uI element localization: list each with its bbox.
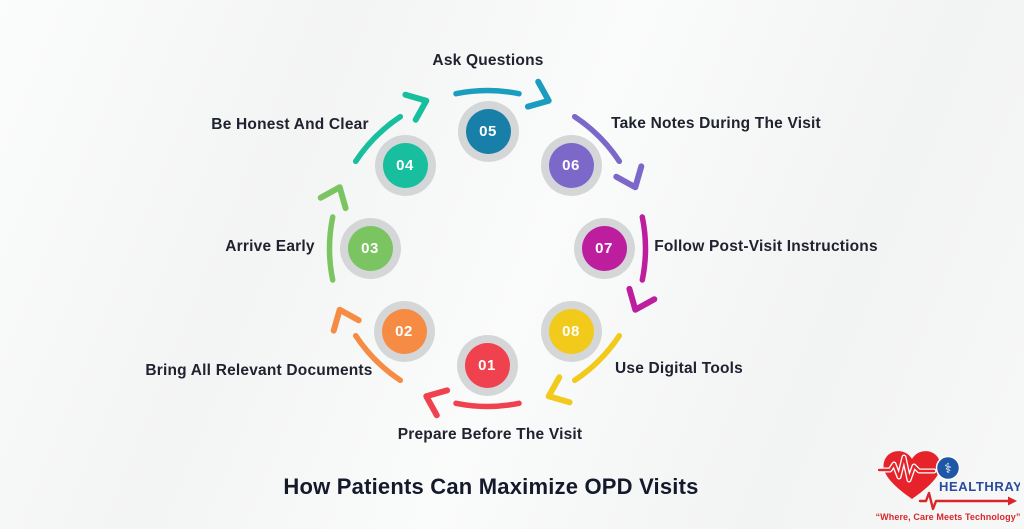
step-circle-fill: 06 — [548, 142, 594, 188]
brand-ekg-arrow — [918, 491, 1011, 511]
flow-arc-07 — [639, 214, 649, 283]
flow-arc-03 — [326, 214, 336, 283]
flow-chevron-01 — [423, 387, 451, 419]
step-circle-fill: 02 — [381, 308, 427, 354]
flow-arc-05 — [453, 87, 522, 97]
step-circle-fill: 01 — [464, 342, 510, 388]
step-circle-01: 01 — [456, 334, 518, 396]
step-circle-08: 08 — [540, 300, 602, 362]
flow-chevron-07 — [626, 285, 658, 313]
flow-arc-04 — [352, 113, 404, 165]
flow-arc-02 — [352, 332, 404, 384]
step-label-05: Ask Questions — [432, 52, 544, 69]
flow-chevron-05 — [524, 78, 552, 110]
logo-graphic: ⚕ HEALTHRAY “Where, Care Meets Technolog… — [876, 451, 1020, 522]
step-number: 04 — [396, 156, 414, 174]
step-label-04: Be Honest And Clear — [211, 116, 369, 133]
step-label-01: Prepare Before The Visit — [397, 426, 583, 443]
step-circle-06: 06 — [540, 134, 602, 196]
brand-tagline: “Where, Care Meets Technology” — [876, 512, 1020, 522]
step-circle-03: 03 — [339, 217, 401, 279]
step-number: 02 — [395, 322, 413, 340]
step-circle-fill: 03 — [347, 225, 393, 271]
step-circle-05: 05 — [457, 100, 519, 162]
brand-name: HEALTHRAY — [939, 479, 1020, 494]
flow-chevron-03 — [317, 184, 349, 212]
page-title: How Patients Can Maximize OPD Visits — [283, 474, 699, 499]
step-circle-fill: 04 — [382, 142, 428, 188]
step-label-03: Arrive Early — [225, 238, 315, 255]
step-circle-fill: 05 — [465, 108, 511, 154]
flow-chevron-08 — [545, 374, 573, 406]
step-number: 01 — [478, 356, 496, 374]
flow-chevron-06 — [613, 163, 645, 191]
flow-arc-01 — [453, 400, 522, 410]
step-label-02: Bring All Relevant Documents — [145, 362, 373, 379]
flow-arc-06 — [571, 113, 623, 165]
step-label-06: Take Notes During The Visit — [611, 115, 821, 132]
step-circle-fill: 07 — [581, 225, 627, 271]
flow-arc-08 — [571, 332, 623, 384]
step-label-08: Use Digital Tools — [615, 360, 743, 377]
step-circle-04: 04 — [374, 134, 436, 196]
step-number: 07 — [595, 239, 613, 257]
step-circle-fill: 08 — [548, 308, 594, 354]
flow-chevron-02 — [330, 306, 362, 334]
step-label-07: Follow Post-Visit Instructions — [654, 238, 878, 255]
step-number: 08 — [562, 322, 580, 340]
healthray-logo: ⚕ HEALTHRAY “Where, Care Meets Technolog… — [876, 444, 1020, 526]
caduceus-icon: ⚕ — [944, 461, 952, 477]
step-number: 06 — [562, 156, 580, 174]
ekg-line-red — [877, 455, 936, 482]
flow-chevron-04 — [402, 91, 430, 123]
caduceus-badge — [935, 455, 961, 481]
step-number: 03 — [361, 239, 379, 257]
arrowhead — [1008, 496, 1017, 506]
step-circle-07: 07 — [573, 217, 635, 279]
step-circle-02: 02 — [373, 300, 435, 362]
step-number: 05 — [479, 122, 497, 140]
